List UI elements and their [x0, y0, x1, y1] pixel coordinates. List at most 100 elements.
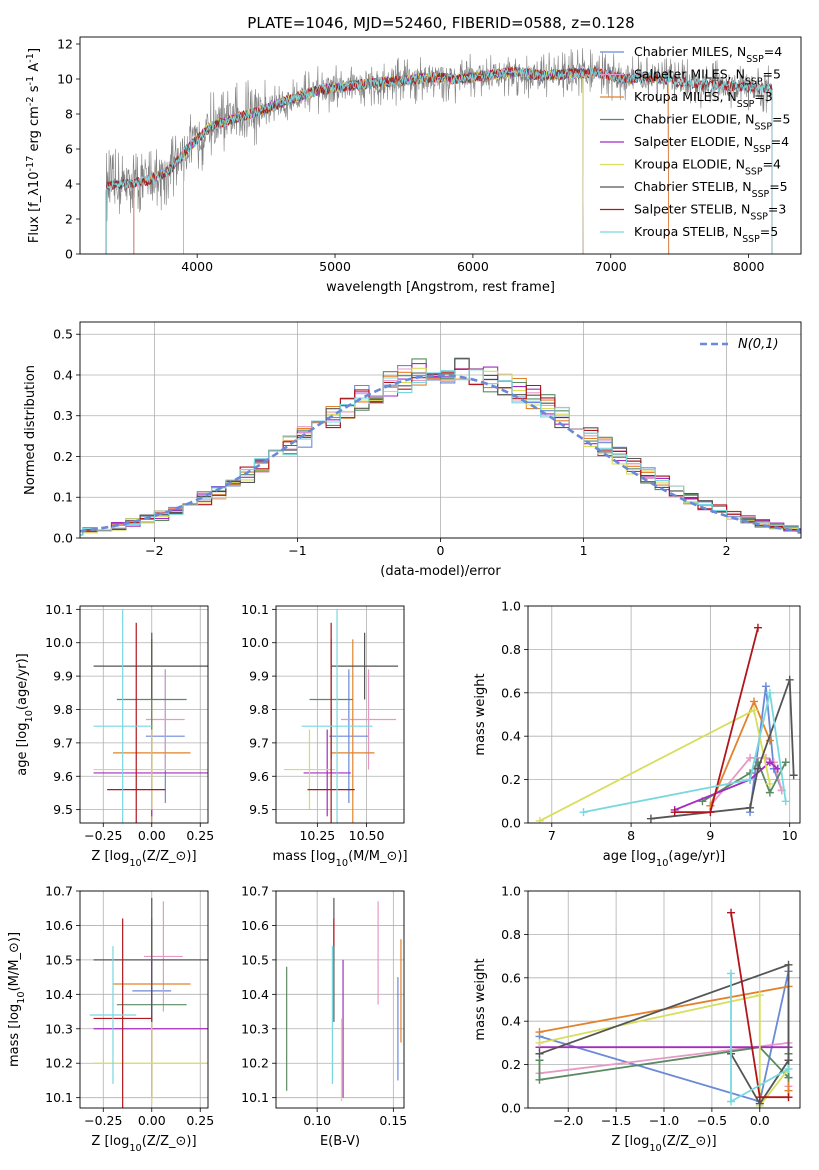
panel-residual_hist: −2 −1 0 1 2 0.0 0.1 0.2 0.3 0.4 0.5 (data-model)/er…: [23, 321, 802, 579]
marker-chabrier_elodie: [765, 788, 774, 797]
y-tick-label: 2: [65, 212, 73, 227]
marker-chabrier_stelib: [535, 1049, 544, 1058]
panel-mass_weight_vs_Z: −2.0 −1.5 −1.0 −0.5 0.0 0.0 0.2 0.4 0.6 0.8 1.0 Z […: [473, 884, 801, 1154]
y-tick-label: 10.1: [241, 1090, 269, 1105]
marker-salpeter_stelib: [753, 623, 762, 632]
legend-label: Chabrier STELIB, NSSP=5: [634, 179, 788, 200]
y-tick-label: 0.2: [53, 449, 73, 464]
y-tick-label: 0.0: [501, 816, 521, 831]
y-tick-label: 0.4: [501, 729, 521, 744]
plot-area: [535, 623, 798, 823]
x-tick-label: −1.5: [601, 1113, 631, 1128]
y-tick-label: 9.6: [53, 769, 73, 784]
marker-kroupa_stelib: [579, 808, 588, 817]
series-salpeter_elodie: [674, 761, 779, 811]
y-tick-label: 0.3: [53, 408, 73, 423]
x-tick-label: 0.00: [138, 828, 166, 843]
y-tick-label: 10.7: [45, 884, 73, 899]
marker-chabrier_stelib: [784, 960, 793, 969]
y-tick-label: 10.0: [241, 635, 269, 650]
y-tick-label: 10.3: [241, 1021, 269, 1036]
marker-chabrier_stelib: [746, 803, 755, 812]
marker-kroupa_stelib: [765, 688, 774, 697]
model-spectrum-kroupa_stelib: [105, 67, 773, 254]
x-axis-label: wavelength [Angstrom, rest frame]: [326, 280, 555, 295]
y-tick-label: 0.2: [501, 1057, 521, 1072]
marker-chabrier_elodie: [781, 758, 790, 767]
y-axis-label: mass weight: [473, 673, 488, 755]
x-tick-label: −2.0: [553, 1113, 583, 1128]
legend-label: Salpeter ELODIE, NSSP=4: [634, 134, 789, 155]
axes-frame: [79, 890, 209, 1109]
y-tick-label: 10.5: [241, 952, 269, 967]
marker-kroupa_stelib: [784, 1064, 793, 1073]
legend-label: Kroupa STELIB, NSSP=5: [634, 224, 778, 245]
y-tick-label: 9.8: [53, 702, 73, 717]
x-axis-label: Z [log10(Z/Z_⊙)]: [91, 1134, 196, 1154]
legend-label: Salpeter STELIB, NSSP=3: [634, 202, 786, 223]
y-tick-label: 9.9: [249, 669, 269, 684]
y-axis-label: Normed distribution: [23, 365, 38, 495]
y-tick-label: 8: [65, 107, 73, 122]
y-tick-label: 0.8: [501, 927, 521, 942]
y-tick-label: 10.4: [241, 987, 269, 1002]
figure-title: PLATE=1046, MJD=52460, FIBERID=0588, z=0…: [247, 14, 634, 32]
marker-chabrier_stelib: [789, 771, 798, 780]
plot-area: [286, 897, 402, 1102]
y-tick-label: 10.3: [45, 1021, 73, 1036]
marker-salpeter_miles: [761, 753, 770, 762]
y-tick-label: 10.6: [241, 918, 269, 933]
axes-frame: [275, 890, 405, 1109]
y-tick-label: 10.7: [241, 884, 269, 899]
panel-mass_weight_vs_age: 7 8 9 10 0.0 0.2 0.4 0.6 0.8 1.0 age [log10(age/yr…: [473, 599, 801, 869]
plot-area: [80, 357, 801, 536]
marker-kroupa_stelib: [781, 797, 790, 806]
y-tick-label: 0.6: [501, 685, 521, 700]
panel-age_vs_Z: −0.25 0.00 0.25 9.5 9.6 9.7 9.8 9.9 10.0 10.1 Z [l…: [15, 602, 214, 869]
x-tick-label: 0.0: [750, 1113, 770, 1128]
y-tick-label: 10.1: [45, 602, 73, 617]
y-tick-label: 0.4: [501, 1014, 521, 1029]
marker-chabrier_elodie: [784, 1073, 793, 1082]
marker-kroupa_elodie: [535, 1038, 544, 1047]
y-axis-label: mass weight: [473, 958, 488, 1040]
x-axis-label: (data-model)/error: [380, 564, 501, 579]
y-tick-label: 10.6: [45, 918, 73, 933]
marker-kroupa_elodie: [765, 779, 774, 788]
x-tick-label: 8: [627, 828, 635, 843]
y-tick-label: 9.5: [53, 802, 73, 817]
plot-area: [93, 609, 208, 823]
legend-label: Chabrier ELODIE, NSSP=5: [634, 112, 790, 133]
y-tick-label: 0.0: [501, 1101, 521, 1116]
x-tick-label: 10.50: [349, 828, 385, 843]
x-axis-label: Z [log10(Z/Z_⊙)]: [611, 1134, 716, 1154]
y-tick-label: 9.9: [53, 669, 73, 684]
x-tick-label: 8000: [733, 259, 765, 274]
x-tick-label: 10: [782, 828, 798, 843]
plot-area: [89, 897, 208, 1108]
y-tick-label: 10.2: [241, 1056, 269, 1071]
legend-label: Kroupa ELODIE, NSSP=4: [634, 157, 781, 178]
legend-label: Chabrier MILES, NSSP=4: [634, 44, 782, 65]
x-tick-label: 6000: [457, 259, 489, 274]
y-tick-label: 0: [65, 247, 73, 262]
y-tick-label: 10.5: [45, 952, 73, 967]
x-tick-label: 0: [437, 543, 445, 558]
legend-label: Kroupa MILES, NSSP=3: [634, 89, 773, 110]
y-tick-label: 10.4: [45, 987, 73, 1002]
y-tick-label: 1.0: [501, 884, 521, 899]
x-tick-label: −1: [288, 543, 306, 558]
y-tick-label: 0.0: [53, 531, 73, 546]
plot-area: [535, 908, 793, 1108]
marker-salpeter_stelib: [784, 1093, 793, 1102]
x-tick-label: −1.0: [649, 1113, 679, 1128]
series-kroupa_elodie: [539, 994, 790, 1108]
y-tick-label: 10.0: [45, 635, 73, 650]
axes-frame: [79, 605, 209, 824]
axes-frame: [527, 890, 801, 1109]
x-axis-label: mass [log10(M/M_⊙)]: [272, 849, 407, 869]
axes-frame: [275, 605, 405, 824]
x-tick-label: 0.10: [303, 1113, 331, 1128]
panel-spectrum: 4000 5000 6000 7000 8000 0 2 4 6 8 10 12 wavelength …: [25, 37, 802, 295]
